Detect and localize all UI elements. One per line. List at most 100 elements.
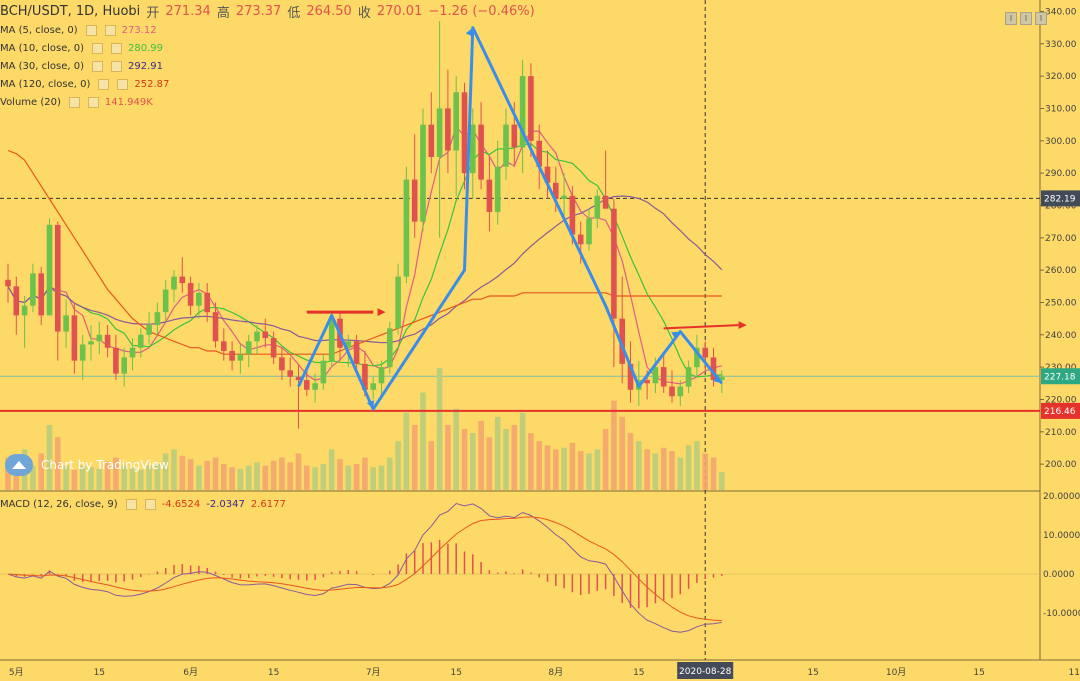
candle-body [627,363,634,390]
arrow-head [377,308,386,317]
volume-bar [528,433,534,490]
candle-body [420,124,426,222]
macd-tick-label: -10.0000 [1043,609,1080,619]
indicator-legend-ma120[interactable]: MA (120, close, 0) 252.87 [0,76,169,92]
volume-bar [602,429,609,490]
macd-legend[interactable]: MACD (12, 26, close, 9) -4.6524 -2.0347 … [0,499,286,510]
candle-body [528,76,534,141]
candle-body [710,357,717,381]
settings-icon[interactable] [98,78,110,90]
candle-body [304,380,310,390]
time-tick-label: 15 [633,668,644,678]
volume-bar [494,416,501,490]
indicator-legend-ma10[interactable]: MA (10, close, 0) 280.99 [0,40,163,56]
trend-zigzag [297,26,723,411]
candle-body [478,124,484,180]
candle-body [262,331,269,339]
volume-bar [627,433,634,490]
price-tag-label: 282.19 [1044,194,1076,204]
time-tick-label: 11月 [1068,667,1080,678]
volume-bar [428,441,435,490]
tradingview-logo-icon [5,454,33,476]
volume-bar [304,465,310,490]
volume-bar [660,447,667,490]
lock-icon[interactable]: l [1035,12,1047,25]
symbol-header: BCH/USDT, 1D, Huobi 开 271.34 高 273.37 低 264… [0,2,535,21]
price-tick-label: 230.00 [1045,363,1077,373]
close-icon[interactable] [117,78,129,90]
settings-icon[interactable] [85,24,97,36]
volume-bar [88,467,94,490]
volume-bar [420,392,426,490]
price-tick-label: 300.00 [1045,137,1077,147]
settings-icon[interactable] [92,60,104,72]
axes: 340.00 330.00 320.00 310.00 300.00 290.00 280.… [9,7,1080,679]
candle-body [121,357,127,374]
price-tick-label: 210.00 [1045,428,1077,438]
close-icon[interactable] [144,499,156,510]
indicator-label: MA (5, close, 0) [0,24,78,36]
close-icon[interactable] [87,96,99,108]
volume-bar [46,425,53,490]
candle-body [436,108,443,157]
candle-body [378,367,385,384]
volume-bar [345,465,352,490]
volume-bar [544,445,551,490]
candle-body [63,315,69,332]
volume-bar [245,465,252,490]
candle-body [586,218,592,245]
arrow-head [671,331,681,340]
price-tick-label: 240.00 [1045,331,1077,341]
candle-body [71,315,78,361]
indicator-legend-volume[interactable]: Volume (20) 141.949K [0,94,153,110]
candle-body [79,344,86,361]
grid [0,0,1080,661]
arrow-head [465,27,473,37]
volume-bar [652,453,659,490]
candle-body [594,195,601,219]
price-tag [1041,368,1080,385]
indicator-label: MA (120, close, 0) [0,78,91,90]
symbol-title[interactable]: BCH/USDT, 1D, Huobi [0,4,141,19]
volume-bar [237,468,244,490]
close-value: 270.01 [376,4,423,19]
tradingview-watermark[interactable]: Chart by TradingView [5,454,169,476]
time-tick-label: 10月 [886,667,906,678]
lock-icon[interactable]: l [1020,12,1032,25]
settings-icon[interactable] [68,96,80,108]
time-tick-label: 15 [807,668,818,678]
candle-body [602,195,609,209]
high-value: 273.37 [235,4,282,19]
candle-body [104,334,111,348]
arrow-head [738,321,747,330]
candle-body [719,376,725,381]
candle-body [179,276,186,284]
candle-body [561,195,567,199]
candle-body [453,92,459,151]
volume-bar [171,449,177,490]
settings-icon[interactable] [92,42,104,54]
volume-bar [611,400,617,490]
volume-bar [229,467,235,490]
indicator-legend-ma5[interactable]: MA (5, close, 0) 273.12 [0,22,157,38]
volume-bar [436,368,443,490]
close-icon[interactable] [111,42,123,54]
indicator-value: 280.99 [128,42,164,54]
lock-icon[interactable]: l [1005,12,1017,25]
candle-body [519,76,526,148]
candle-body [536,140,542,167]
time-tick-label: 15 [450,668,461,678]
settings-icon[interactable] [125,499,137,510]
volume-bar [38,453,44,490]
macd-line [7,502,722,633]
volume-bar [536,441,542,490]
indicator-legend-ma30[interactable]: MA (30, close, 0) 292.91 [0,58,163,74]
close-icon[interactable] [111,60,123,72]
close-icon[interactable] [104,24,116,36]
volume-bar [353,464,360,490]
volume-bar [677,457,684,490]
macd-value-2: -2.0347 [206,499,245,510]
volume-bar [287,462,293,490]
candle-body [254,331,260,342]
